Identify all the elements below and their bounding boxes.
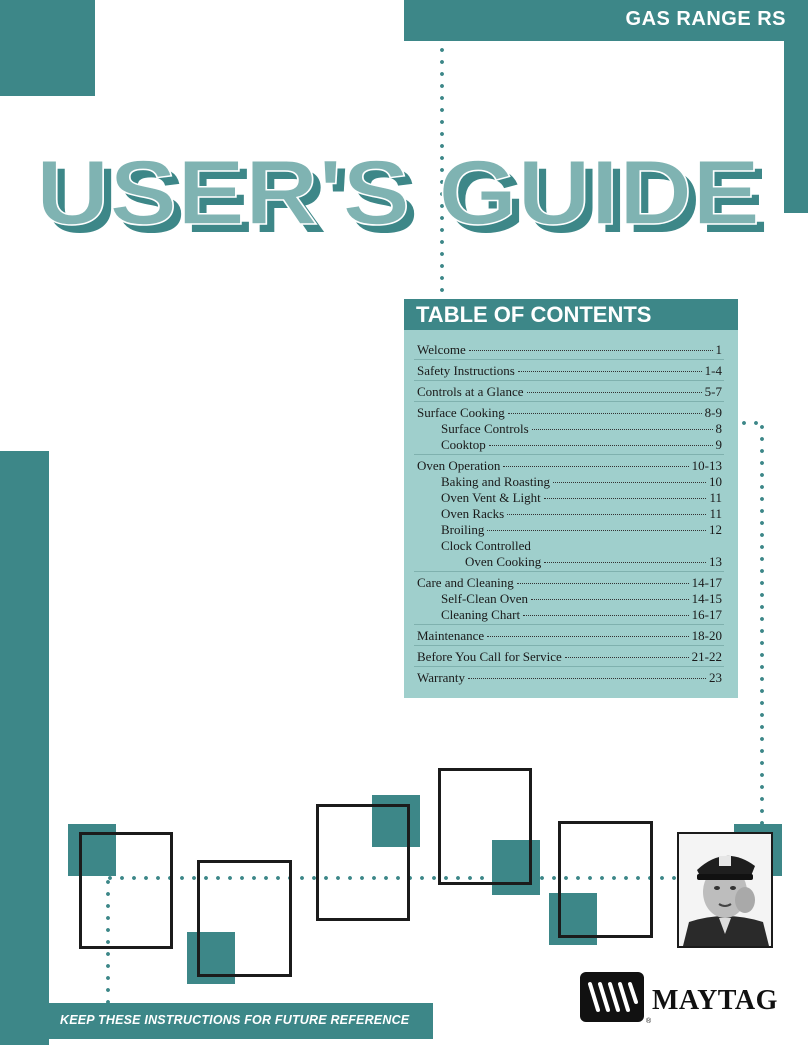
decor-square-frame bbox=[438, 768, 532, 885]
toc-entry[interactable]: Welcome 1 bbox=[417, 341, 722, 358]
toc-entry-label: Oven Racks bbox=[441, 506, 505, 521]
decor-square-frame bbox=[79, 832, 173, 949]
left-side-bar bbox=[0, 451, 49, 1045]
toc-entry-page: 12 bbox=[709, 522, 722, 537]
toc-heading: TABLE OF CONTENTS bbox=[416, 302, 652, 327]
dotted-line-toc-right bbox=[738, 421, 764, 425]
toc-entry-page: 21-22 bbox=[691, 649, 722, 664]
toc-entry-page: 1-4 bbox=[704, 363, 722, 378]
maytag-repairman-image bbox=[677, 832, 773, 948]
decor-square-frame bbox=[197, 860, 292, 977]
toc-header-bar bbox=[404, 299, 738, 330]
toc-entry-page: 11 bbox=[709, 490, 722, 505]
toc-entry[interactable]: Oven Operation 10-13 bbox=[417, 457, 722, 474]
decor-square-frame bbox=[316, 804, 410, 921]
toc-entry-page: 9 bbox=[715, 437, 723, 452]
toc-subentry[interactable]: Oven Cooking 13 bbox=[465, 553, 722, 570]
toc-entry-label: Warranty bbox=[417, 670, 466, 685]
toc-entry-page: 1 bbox=[715, 342, 723, 357]
brand-name: MAYTAG bbox=[652, 985, 778, 1016]
toc-entry[interactable]: Warranty 23 bbox=[417, 669, 722, 686]
toc-entry-page: 14-17 bbox=[691, 575, 722, 590]
toc-entry-page: 18-20 bbox=[691, 628, 722, 643]
toc-subentry[interactable]: Baking and Roasting 10 bbox=[441, 473, 722, 490]
corner-block-top-left bbox=[0, 0, 95, 96]
title-text: USER'S GUIDE bbox=[36, 150, 760, 244]
toc-entry-page: 8-9 bbox=[704, 405, 722, 420]
toc-entry[interactable]: Controls at a Glance 5-7 bbox=[417, 383, 722, 400]
toc-entry[interactable]: Maintenance 18-20 bbox=[417, 627, 722, 644]
toc-entry-label: Safety Instructions bbox=[417, 363, 515, 378]
toc-subentry[interactable]: Oven Vent & Light 11 bbox=[441, 489, 722, 506]
toc-entry-page: 10 bbox=[709, 474, 722, 489]
toc-entry-page: 14-15 bbox=[691, 591, 722, 606]
toc-entry-label: Care and Cleaning bbox=[417, 575, 514, 590]
product-name: GAS RANGE RS bbox=[625, 8, 786, 30]
maytag-logo-icon bbox=[580, 972, 644, 1022]
toc-entry-label: Surface Controls bbox=[441, 421, 529, 436]
toc-entry[interactable]: Surface Cooking 8-9 bbox=[417, 404, 722, 421]
guide-title: USER'S GUIDE USER'S GUIDE bbox=[36, 150, 768, 250]
registered-mark: ® bbox=[646, 1018, 652, 1025]
toc-entry-page: 16-17 bbox=[691, 607, 722, 622]
toc-subentry[interactable]: Oven Racks 11 bbox=[441, 505, 722, 522]
dotted-line-left bbox=[106, 876, 110, 1004]
toc-entry-label: Before You Call for Service bbox=[417, 649, 562, 664]
title-shadow: USER'S GUIDE bbox=[44, 150, 768, 250]
toc-entry-label: Surface Cooking bbox=[417, 405, 505, 420]
toc-entry-label: Clock Controlled bbox=[441, 538, 531, 553]
toc-subentry[interactable]: Cooktop 9 bbox=[441, 436, 722, 453]
toc-entry-page: 23 bbox=[709, 670, 722, 685]
toc-entry-page: 11 bbox=[709, 506, 722, 521]
footer-bar bbox=[49, 1003, 433, 1039]
toc-subentry[interactable]: Self-Clean Oven 14-15 bbox=[441, 590, 722, 607]
dotted-line-top bbox=[440, 44, 444, 300]
toc-entry-label: Cooktop bbox=[441, 437, 486, 452]
toc-entry-label: Oven Vent & Light bbox=[441, 490, 541, 505]
toc-entry-label: Baking and Roasting bbox=[441, 474, 551, 489]
toc-entry-label: Welcome bbox=[417, 342, 466, 357]
toc-entry-label: Controls at a Glance bbox=[417, 384, 524, 399]
toc-entry-label: Cleaning Chart bbox=[441, 607, 521, 622]
toc-subentry[interactable]: Surface Controls 8 bbox=[441, 420, 722, 437]
toc-entry[interactable]: Before You Call for Service 21-22 bbox=[417, 648, 722, 665]
toc-entry-label: Self-Clean Oven bbox=[441, 591, 529, 606]
decor-square-teal bbox=[492, 840, 540, 895]
toc-entry-page: 8 bbox=[715, 421, 723, 436]
toc-entry-page: 13 bbox=[709, 554, 722, 569]
decor-square-frame bbox=[558, 821, 653, 938]
toc-subentry[interactable]: Cleaning Chart 16-17 bbox=[441, 606, 722, 623]
toc-entry[interactable]: Safety Instructions 1-4 bbox=[417, 362, 722, 379]
toc-entry-label: Oven Operation bbox=[417, 458, 501, 473]
toc-entry-label: Maintenance bbox=[417, 628, 485, 643]
footer-note: KEEP THESE INSTRUCTIONS FOR FUTURE REFER… bbox=[60, 1013, 410, 1027]
header-bar bbox=[404, 0, 808, 41]
toc-subentry[interactable]: Broiling 12 bbox=[441, 521, 722, 538]
toc-subentry[interactable]: Clock Controlled bbox=[441, 537, 722, 554]
toc-entry-page: 10-13 bbox=[691, 458, 722, 473]
toc-entry-page: 5-7 bbox=[704, 384, 722, 399]
header-side-bar bbox=[784, 41, 808, 213]
dotted-line-right bbox=[760, 421, 764, 826]
dotted-line-horizontal bbox=[104, 876, 680, 880]
toc-entry-label: Oven Cooking bbox=[465, 554, 542, 569]
decor-square-teal bbox=[372, 795, 420, 847]
toc-entry-label: Broiling bbox=[441, 522, 485, 537]
toc-entry[interactable]: Care and Cleaning 14-17 bbox=[417, 574, 722, 591]
